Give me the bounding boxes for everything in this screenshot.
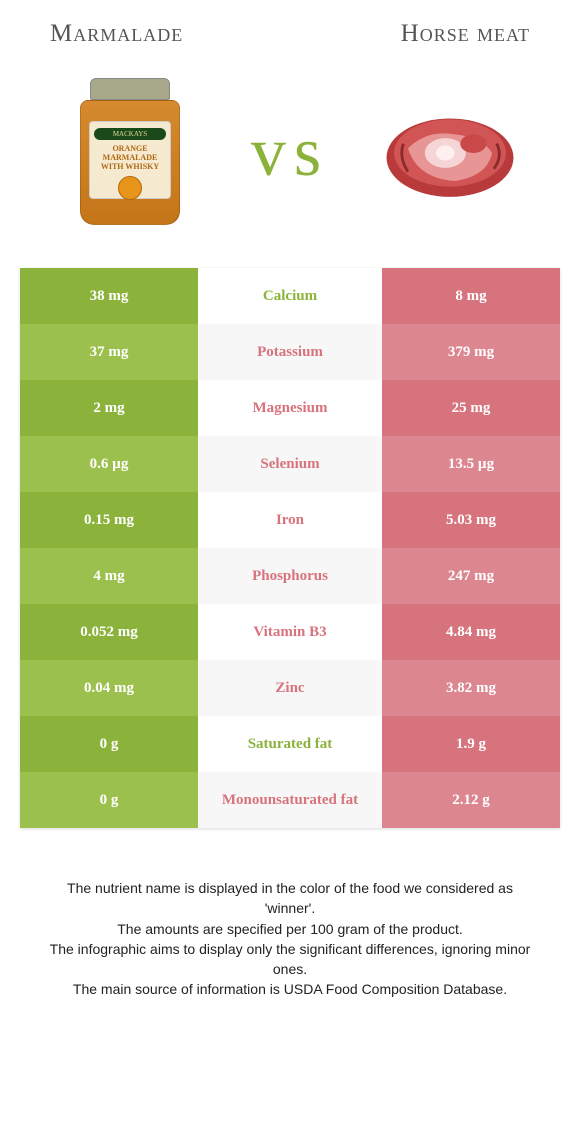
nutrient-name: Saturated fat bbox=[198, 716, 382, 772]
infographic-container: Marmalade Horse meat MACKAYS ORANGE MARM… bbox=[0, 0, 580, 1020]
nutrient-name: Magnesium bbox=[198, 380, 382, 436]
right-value: 1.9 g bbox=[382, 716, 560, 772]
table-row: 0.052 mgVitamin B34.84 mg bbox=[20, 604, 560, 660]
table-row: 0 gMonounsaturated fat2.12 g bbox=[20, 772, 560, 828]
right-value: 379 mg bbox=[382, 324, 560, 380]
left-value: 0 g bbox=[20, 772, 198, 828]
header: Marmalade Horse meat bbox=[0, 0, 580, 58]
right-food-title: Horse meat bbox=[401, 20, 530, 48]
right-value: 4.84 mg bbox=[382, 604, 560, 660]
right-value: 247 mg bbox=[382, 548, 560, 604]
left-value: 37 mg bbox=[20, 324, 198, 380]
nutrient-name: Zinc bbox=[198, 660, 382, 716]
meat-icon bbox=[380, 98, 520, 208]
left-value: 0.6 µg bbox=[20, 436, 198, 492]
vs-text: vs bbox=[251, 113, 329, 193]
nutrient-name: Selenium bbox=[198, 436, 382, 492]
nutrient-table: 38 mgCalcium8 mg37 mgPotassium379 mg2 mg… bbox=[20, 268, 560, 828]
table-row: 38 mgCalcium8 mg bbox=[20, 268, 560, 324]
jar-label-2: MARMALADE bbox=[103, 153, 158, 162]
left-value: 4 mg bbox=[20, 548, 198, 604]
table-row: 0.04 mgZinc3.82 mg bbox=[20, 660, 560, 716]
nutrient-name: Monounsaturated fat bbox=[198, 772, 382, 828]
nutrient-name: Vitamin B3 bbox=[198, 604, 382, 660]
nutrient-name: Phosphorus bbox=[198, 548, 382, 604]
jar-label-1: ORANGE bbox=[112, 144, 147, 153]
left-value: 0.04 mg bbox=[20, 660, 198, 716]
jar-brand: MACKAYS bbox=[94, 128, 166, 140]
table-row: 0.15 mgIron5.03 mg bbox=[20, 492, 560, 548]
left-value: 2 mg bbox=[20, 380, 198, 436]
marmalade-image: MACKAYS ORANGE MARMALADE WITH WHISKY bbox=[60, 68, 200, 238]
left-food-title: Marmalade bbox=[50, 20, 183, 48]
nutrient-name: Potassium bbox=[198, 324, 382, 380]
table-row: 37 mgPotassium379 mg bbox=[20, 324, 560, 380]
table-row: 2 mgMagnesium25 mg bbox=[20, 380, 560, 436]
horse-meat-image bbox=[380, 68, 520, 238]
table-row: 0.6 µgSelenium13.5 µg bbox=[20, 436, 560, 492]
left-value: 0.15 mg bbox=[20, 492, 198, 548]
left-value: 0.052 mg bbox=[20, 604, 198, 660]
footer-line-1: The nutrient name is displayed in the co… bbox=[40, 878, 540, 919]
jar-icon: MACKAYS ORANGE MARMALADE WITH WHISKY bbox=[80, 78, 180, 228]
images-row: MACKAYS ORANGE MARMALADE WITH WHISKY vs bbox=[0, 58, 580, 268]
right-value: 3.82 mg bbox=[382, 660, 560, 716]
right-value: 5.03 mg bbox=[382, 492, 560, 548]
footer-line-3: The infographic aims to display only the… bbox=[40, 939, 540, 980]
right-value: 13.5 µg bbox=[382, 436, 560, 492]
left-value: 38 mg bbox=[20, 268, 198, 324]
right-value: 2.12 g bbox=[382, 772, 560, 828]
right-value: 8 mg bbox=[382, 268, 560, 324]
jar-label-3: WITH WHISKY bbox=[101, 162, 159, 171]
left-value: 0 g bbox=[20, 716, 198, 772]
right-value: 25 mg bbox=[382, 380, 560, 436]
nutrient-name: Iron bbox=[198, 492, 382, 548]
footer-notes: The nutrient name is displayed in the co… bbox=[0, 828, 580, 1020]
nutrient-name: Calcium bbox=[198, 268, 382, 324]
table-row: 0 gSaturated fat1.9 g bbox=[20, 716, 560, 772]
footer-line-2: The amounts are specified per 100 gram o… bbox=[40, 919, 540, 939]
footer-line-4: The main source of information is USDA F… bbox=[40, 979, 540, 999]
table-row: 4 mgPhosphorus247 mg bbox=[20, 548, 560, 604]
